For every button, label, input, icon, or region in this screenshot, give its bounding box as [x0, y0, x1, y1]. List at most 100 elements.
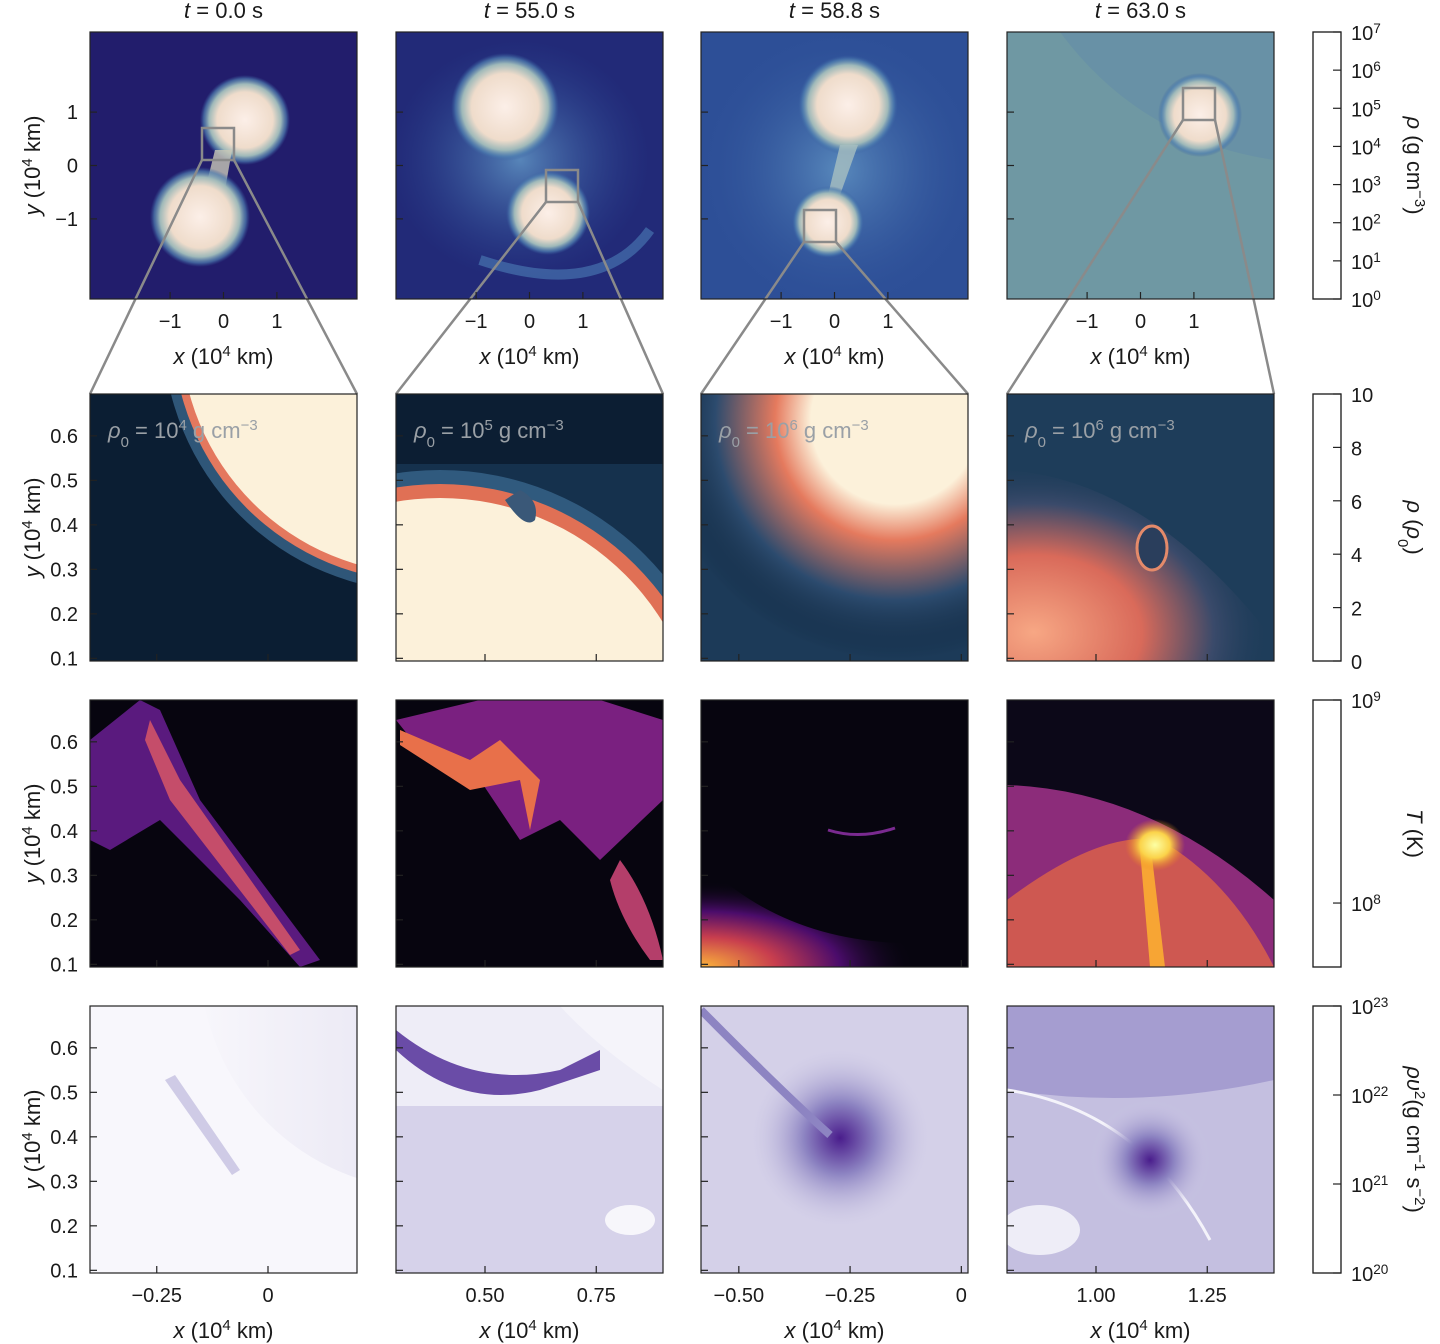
- x-tick-label: −1: [770, 311, 793, 333]
- heatmap-temperature-t58: [701, 700, 968, 967]
- x-tick-label-part: −0.25: [825, 1285, 876, 1307]
- colorbar-label-part: ): [1402, 207, 1427, 214]
- y-axis-label: y (104 km): [19, 115, 46, 217]
- panel-r3-c4: [1006, 699, 1275, 968]
- colorbar-tick-label-part: 10: [1351, 997, 1373, 1019]
- y-tick-label: 0.1: [50, 648, 78, 670]
- reference-density-label-part: −3: [852, 417, 869, 434]
- reference-density-label-part: ρ: [718, 418, 732, 443]
- heatmap-rampressure-t0: [90, 1006, 357, 1273]
- colorbar-label-part: −3: [1412, 190, 1429, 207]
- panel-r1-c2: [395, 31, 664, 300]
- y-tick-label: 0.6: [50, 1038, 78, 1060]
- column-title-part: t: [184, 0, 191, 23]
- colorbar-frame: [1312, 1005, 1342, 1274]
- panel-r3-c1: [89, 699, 358, 968]
- y-tick-label: 0.2: [50, 604, 78, 626]
- colorbar-tick-label: 106: [1351, 59, 1381, 84]
- colorbar-tick-label: 10: [1351, 385, 1373, 407]
- x-axis-label-part: 4: [833, 343, 841, 360]
- x-axis-label-part: x: [172, 344, 185, 369]
- colorbar-tick-label-part: 10: [1351, 385, 1373, 407]
- colorbar-tick-label-part: 20: [1373, 1262, 1389, 1277]
- x-axis-label-part: (10: [184, 1318, 222, 1343]
- heatmap-density-t0: [90, 32, 357, 299]
- y-tick-label-part: 0.4: [50, 821, 78, 843]
- colorbar-tick-label: 0: [1351, 652, 1362, 674]
- colorbar-tick-label: 102: [1351, 211, 1381, 236]
- x-axis-label-part: x: [783, 1318, 796, 1343]
- x-tick-label-part: −0.50: [714, 1285, 765, 1307]
- reference-density-label-part: −3: [547, 417, 564, 434]
- colorbar-label: ρ (ρ0): [1395, 499, 1428, 554]
- x-axis-label-part: (10: [490, 344, 528, 369]
- y-tick-label: 0.4: [50, 1127, 78, 1149]
- x-tick-label: 0.50: [466, 1285, 505, 1307]
- y-tick-label-part: 0.3: [50, 559, 78, 581]
- zoom-indicators: [88, 86, 1276, 395]
- x-tick-label-part: −1: [770, 311, 793, 333]
- heatmap-reldensity-t58: [701, 394, 968, 661]
- colorbar-tick-label-part: 4: [1351, 545, 1362, 567]
- x-tick-label-part: 0: [829, 311, 840, 333]
- colorbar-tick-label-part: 1: [1373, 249, 1381, 264]
- x-tick-label-part: 1.25: [1188, 1285, 1227, 1307]
- heatmap-rampressure-t58: [701, 1006, 968, 1273]
- colorbar-tick-label: 103: [1351, 173, 1381, 198]
- x-tick-label: 1: [577, 311, 588, 333]
- column-title-part: = 58.8 s: [795, 0, 880, 23]
- colorbar-tick-label: 1022: [1351, 1084, 1388, 1109]
- x-tick-label-part: 0: [956, 1285, 967, 1307]
- colorbar-tick-label-part: 2: [1351, 599, 1362, 621]
- colorbar-tick-label-part: 9: [1373, 689, 1381, 704]
- colorbar-tick-label-part: 0: [1351, 652, 1362, 674]
- colorbar-tick-label-part: 10: [1351, 176, 1373, 198]
- colorbar-tick-label-part: 10: [1351, 252, 1373, 274]
- reference-density-label-part: ρ: [107, 418, 121, 443]
- colorbar-gradient: [1312, 393, 1342, 662]
- reference-density-label: ρ0 = 106 g cm−3: [718, 417, 869, 451]
- y-tick-label-part: 0.3: [50, 865, 78, 887]
- heatmap-density-t55: [396, 32, 663, 299]
- x-axis-label-part: (10: [1101, 344, 1139, 369]
- reference-density-label-part: g cm: [493, 418, 547, 443]
- y-axis-label: y (104 km): [19, 1089, 46, 1191]
- heatmap-rampressure-t63: [1007, 1006, 1274, 1273]
- colorbar-tick-label-part: 10: [1351, 1175, 1373, 1197]
- colorbar-tick-label-part: 7: [1373, 21, 1381, 36]
- reference-density-label-part: 4: [178, 417, 186, 434]
- x-axis-label-part: 4: [222, 1317, 230, 1334]
- y-axis-label-part: y: [20, 565, 45, 580]
- heatmap-rampressure-t55: [396, 1006, 663, 1273]
- colorbar-tick-label-part: 6: [1373, 59, 1381, 74]
- zoom-box-t63: [1181, 86, 1217, 122]
- y-tick-label: −1: [55, 209, 78, 231]
- colorbar-tick-label: 107: [1351, 21, 1381, 46]
- x-axis-label-part: x: [1089, 344, 1102, 369]
- y-tick-label: 0.2: [50, 1216, 78, 1238]
- y-axis-label: y (104 km): [19, 477, 46, 579]
- panel-r2-c4: [1006, 393, 1275, 662]
- heatmap-temperature-t63: [1007, 700, 1274, 967]
- colorbar-tick-label: 8: [1351, 438, 1362, 460]
- y-axis-label-part: (10: [20, 1141, 45, 1179]
- x-axis-label-part: x: [478, 1318, 491, 1343]
- y-axis-label-part: y: [20, 1177, 45, 1192]
- colorbar-tick-label-part: 10: [1351, 99, 1373, 121]
- colorbar-tick-label-part: 10: [1351, 137, 1373, 159]
- colorbar-tick-label-part: 6: [1351, 492, 1362, 514]
- x-axis-label-part: km): [1148, 344, 1191, 369]
- colorbar-tick-label-part: 10: [1351, 214, 1373, 236]
- y-axis-label-part: 4: [19, 520, 36, 528]
- colorbar-row3: [1312, 699, 1342, 968]
- zoom-lines-t55: [395, 201, 665, 395]
- colorbar-label-part: (g cm: [1402, 129, 1427, 190]
- colorbar-label-part: −1: [1412, 1154, 1429, 1171]
- reference-density-label-part: = 10: [129, 418, 179, 443]
- x-tick-label-part: 0.75: [577, 1285, 616, 1307]
- y-tick-label-part: 0.1: [50, 648, 78, 670]
- x-tick-label: 1: [271, 311, 282, 333]
- panel-r2-c3: [700, 393, 969, 662]
- colorbar-gradient: [1312, 31, 1342, 300]
- colorbar-tick-label-part: 10: [1351, 894, 1373, 916]
